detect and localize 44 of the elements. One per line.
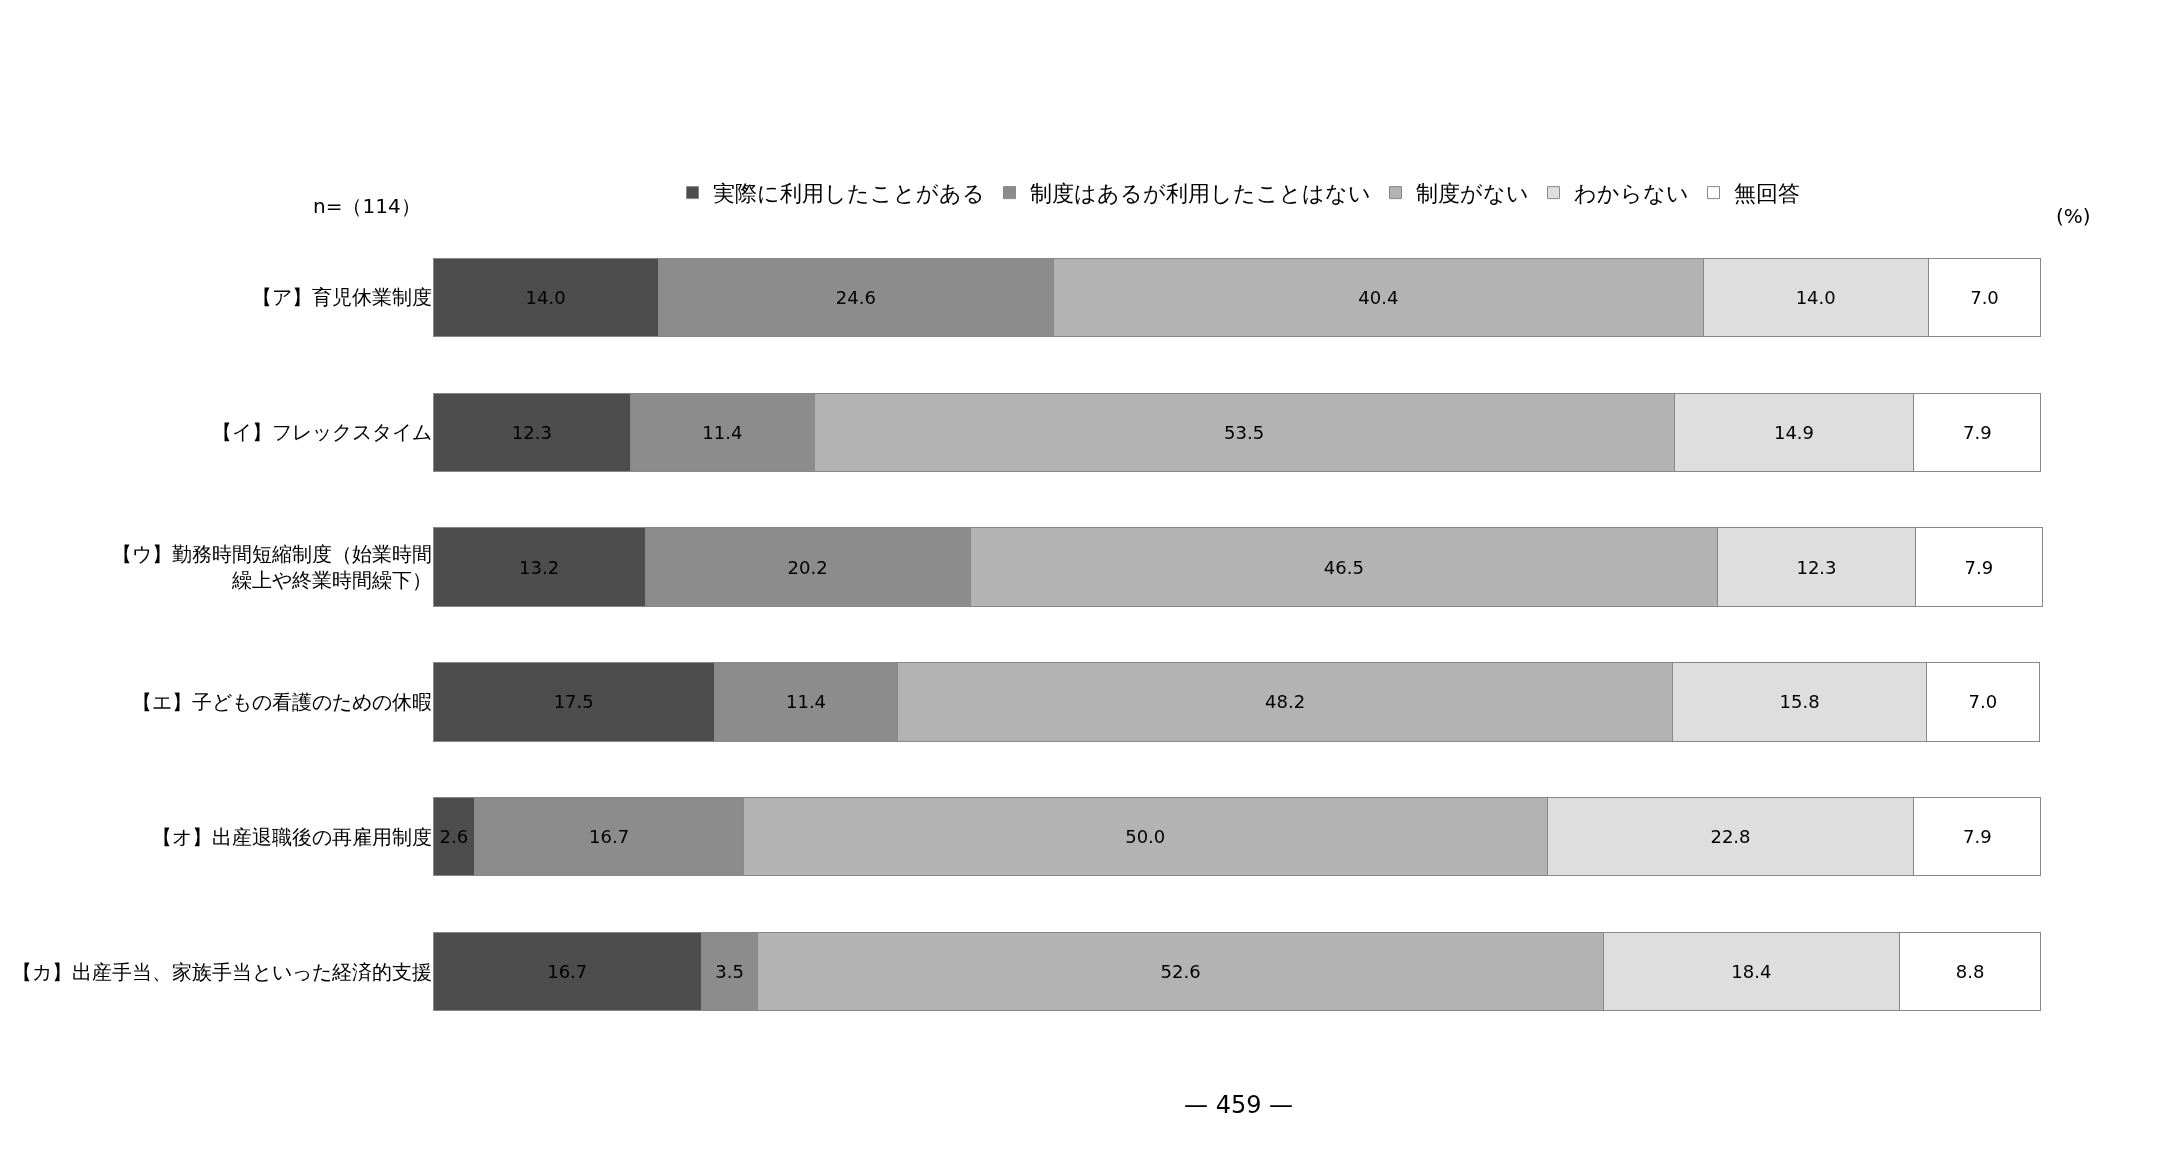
legend-label: わからない bbox=[1573, 181, 1689, 207]
text: n=（114） bbox=[313, 194, 421, 218]
data-label: 16.7 bbox=[589, 826, 630, 848]
data-label: 17.5 bbox=[553, 691, 594, 713]
data-label: 3.5 bbox=[715, 961, 744, 983]
data-label: 15.8 bbox=[1779, 691, 1820, 713]
text: — 459 — bbox=[1184, 1091, 1294, 1119]
legend-label: 制度がない bbox=[1415, 181, 1529, 207]
data-label: 14.0 bbox=[525, 286, 566, 308]
y-tick-label: 【エ】子どもの看護のための休暇 bbox=[132, 689, 432, 714]
data-label: 11.4 bbox=[702, 421, 743, 443]
data-label: 7.9 bbox=[1964, 556, 1994, 578]
y-tick-label: 【ウ】勤務時間短縮制度（始業時間繰上や終業時間繰下） bbox=[112, 542, 432, 593]
data-label: 12.3 bbox=[1796, 556, 1837, 578]
data-label: 7.0 bbox=[1968, 691, 1998, 713]
data-label: 46.5 bbox=[1323, 556, 1364, 578]
y-tick-label: 【ア】育児休業制度 bbox=[252, 285, 432, 310]
data-label: 2.6 bbox=[439, 826, 469, 848]
data-label: 14.9 bbox=[1773, 421, 1815, 443]
data-label: 20.2 bbox=[787, 556, 828, 578]
text: (%) bbox=[2056, 204, 2091, 228]
data-label: 52.6 bbox=[1160, 961, 1201, 983]
data-label: 53.5 bbox=[1224, 421, 1265, 443]
y-tick-label: 【イ】フレックスタイム bbox=[212, 420, 432, 445]
data-label: 16.7 bbox=[547, 961, 588, 983]
data-label: 18.4 bbox=[1731, 961, 1772, 983]
data-label: 8.8 bbox=[1955, 961, 1985, 983]
data-label: 11.4 bbox=[785, 691, 827, 713]
data-label: 12.3 bbox=[511, 421, 552, 443]
legend-label: 制度はあるが利用したことはない bbox=[1029, 181, 1371, 207]
data-label: 7.9 bbox=[1962, 826, 1992, 848]
data-label: 7.9 bbox=[1962, 421, 1992, 443]
legend-label: 実際に利用したことがある bbox=[712, 181, 985, 207]
data-label: 50.0 bbox=[1125, 826, 1166, 848]
y-tick-label: 【オ】出産退職後の再雇用制度 bbox=[152, 824, 432, 849]
data-label: 13.2 bbox=[519, 556, 560, 578]
data-label: 7.0 bbox=[1970, 286, 1999, 308]
data-label: 14.0 bbox=[1795, 286, 1836, 308]
y-tick-label: 【カ】出産手当、家族手当といった経済的支援 bbox=[12, 959, 432, 984]
data-label: 24.6 bbox=[835, 286, 876, 308]
legend-label: 無回答 bbox=[1733, 181, 1800, 207]
data-label: 40.4 bbox=[1358, 286, 1399, 308]
data-label: 48.2 bbox=[1265, 691, 1306, 713]
data-label: 22.8 bbox=[1710, 826, 1751, 848]
